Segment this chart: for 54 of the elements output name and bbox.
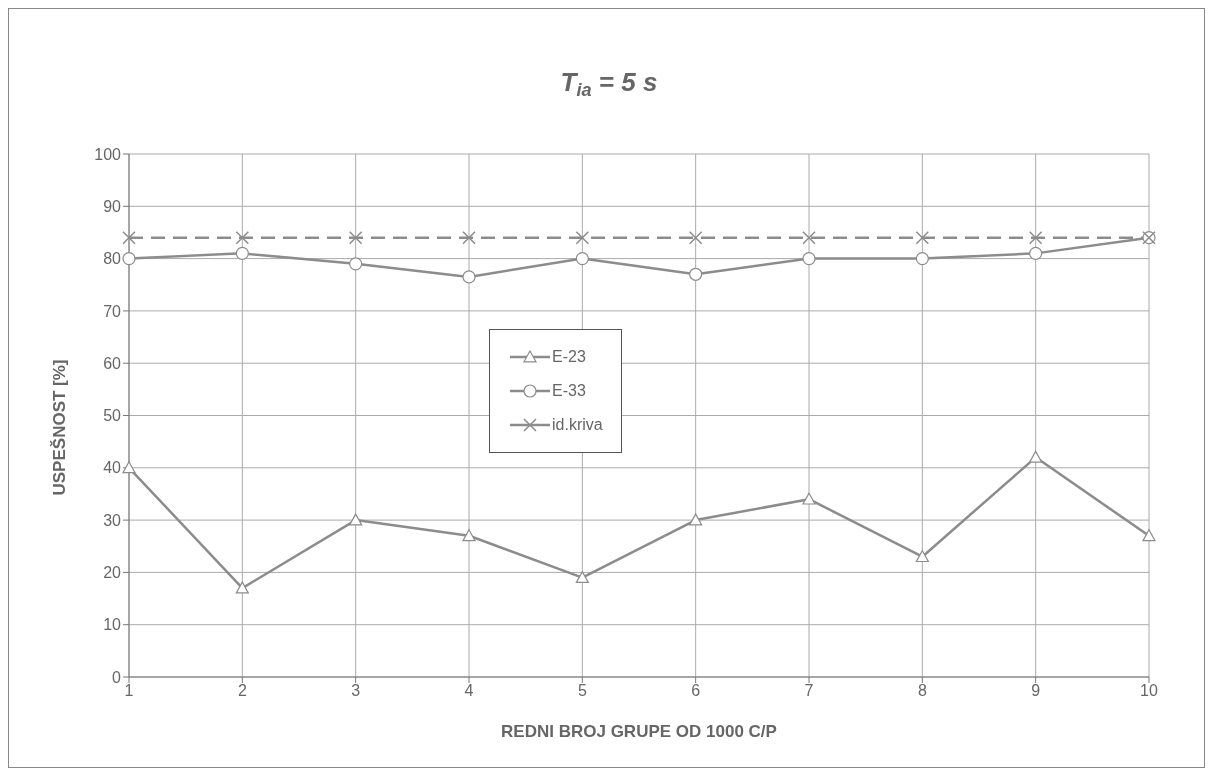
point bbox=[122, 230, 136, 245]
y-tick-label: 40 bbox=[103, 459, 122, 477]
x-axis-title: REDNI BROJ GRUPE OD 1000 C/P bbox=[501, 722, 777, 741]
point bbox=[235, 581, 249, 594]
point bbox=[349, 513, 363, 526]
point bbox=[575, 571, 589, 584]
y-axis-title: USPEŠNOST [%] bbox=[50, 359, 70, 496]
point bbox=[348, 230, 363, 245]
point bbox=[915, 550, 929, 563]
point bbox=[575, 230, 590, 245]
y-tick-label: 90 bbox=[103, 197, 122, 215]
x-tick-label: 5 bbox=[577, 682, 587, 700]
x-tick-label: 8 bbox=[917, 682, 927, 700]
y-tick-label: 60 bbox=[103, 354, 122, 372]
point bbox=[802, 252, 816, 266]
point bbox=[462, 270, 476, 284]
chart-title: T$_{ia}$ = 5 s bbox=[560, 67, 658, 101]
point bbox=[689, 267, 703, 281]
x-tick-label: 6 bbox=[691, 682, 701, 700]
x-tick-label: 3 bbox=[351, 682, 361, 700]
y-tick-label: 70 bbox=[103, 302, 122, 320]
x-tick-label: 1 bbox=[124, 682, 134, 700]
point bbox=[235, 246, 249, 260]
point bbox=[1029, 450, 1043, 463]
y-tick-label: 80 bbox=[103, 250, 122, 268]
y-tick-label: 20 bbox=[103, 564, 122, 582]
legend-label: E-23 bbox=[552, 348, 586, 366]
point bbox=[575, 252, 589, 266]
point bbox=[349, 257, 363, 271]
point bbox=[915, 252, 929, 266]
y-tick-label: 100 bbox=[94, 145, 122, 163]
point bbox=[462, 529, 476, 542]
point bbox=[1028, 230, 1043, 245]
point bbox=[802, 492, 816, 505]
point bbox=[462, 230, 476, 245]
point bbox=[802, 230, 816, 245]
point bbox=[1029, 246, 1043, 260]
point bbox=[1142, 529, 1156, 542]
x-tick-label: 4 bbox=[464, 682, 474, 700]
y-tick-label: 30 bbox=[103, 511, 122, 529]
legend-label: id.kriva bbox=[552, 416, 603, 434]
y-tick-label: 10 bbox=[103, 616, 122, 634]
y-tick-label: 50 bbox=[103, 407, 122, 425]
point bbox=[122, 252, 136, 266]
x-tick-label: 9 bbox=[1031, 682, 1041, 700]
point bbox=[688, 230, 703, 245]
legend-label: E-33 bbox=[552, 382, 586, 400]
x-tick-label: 10 bbox=[1140, 682, 1158, 700]
point bbox=[915, 230, 930, 245]
y-tick-label: 0 bbox=[112, 668, 122, 686]
point bbox=[235, 230, 250, 245]
x-tick-label: 2 bbox=[237, 682, 247, 700]
x-tick-label: 7 bbox=[804, 682, 814, 700]
point bbox=[689, 513, 703, 526]
